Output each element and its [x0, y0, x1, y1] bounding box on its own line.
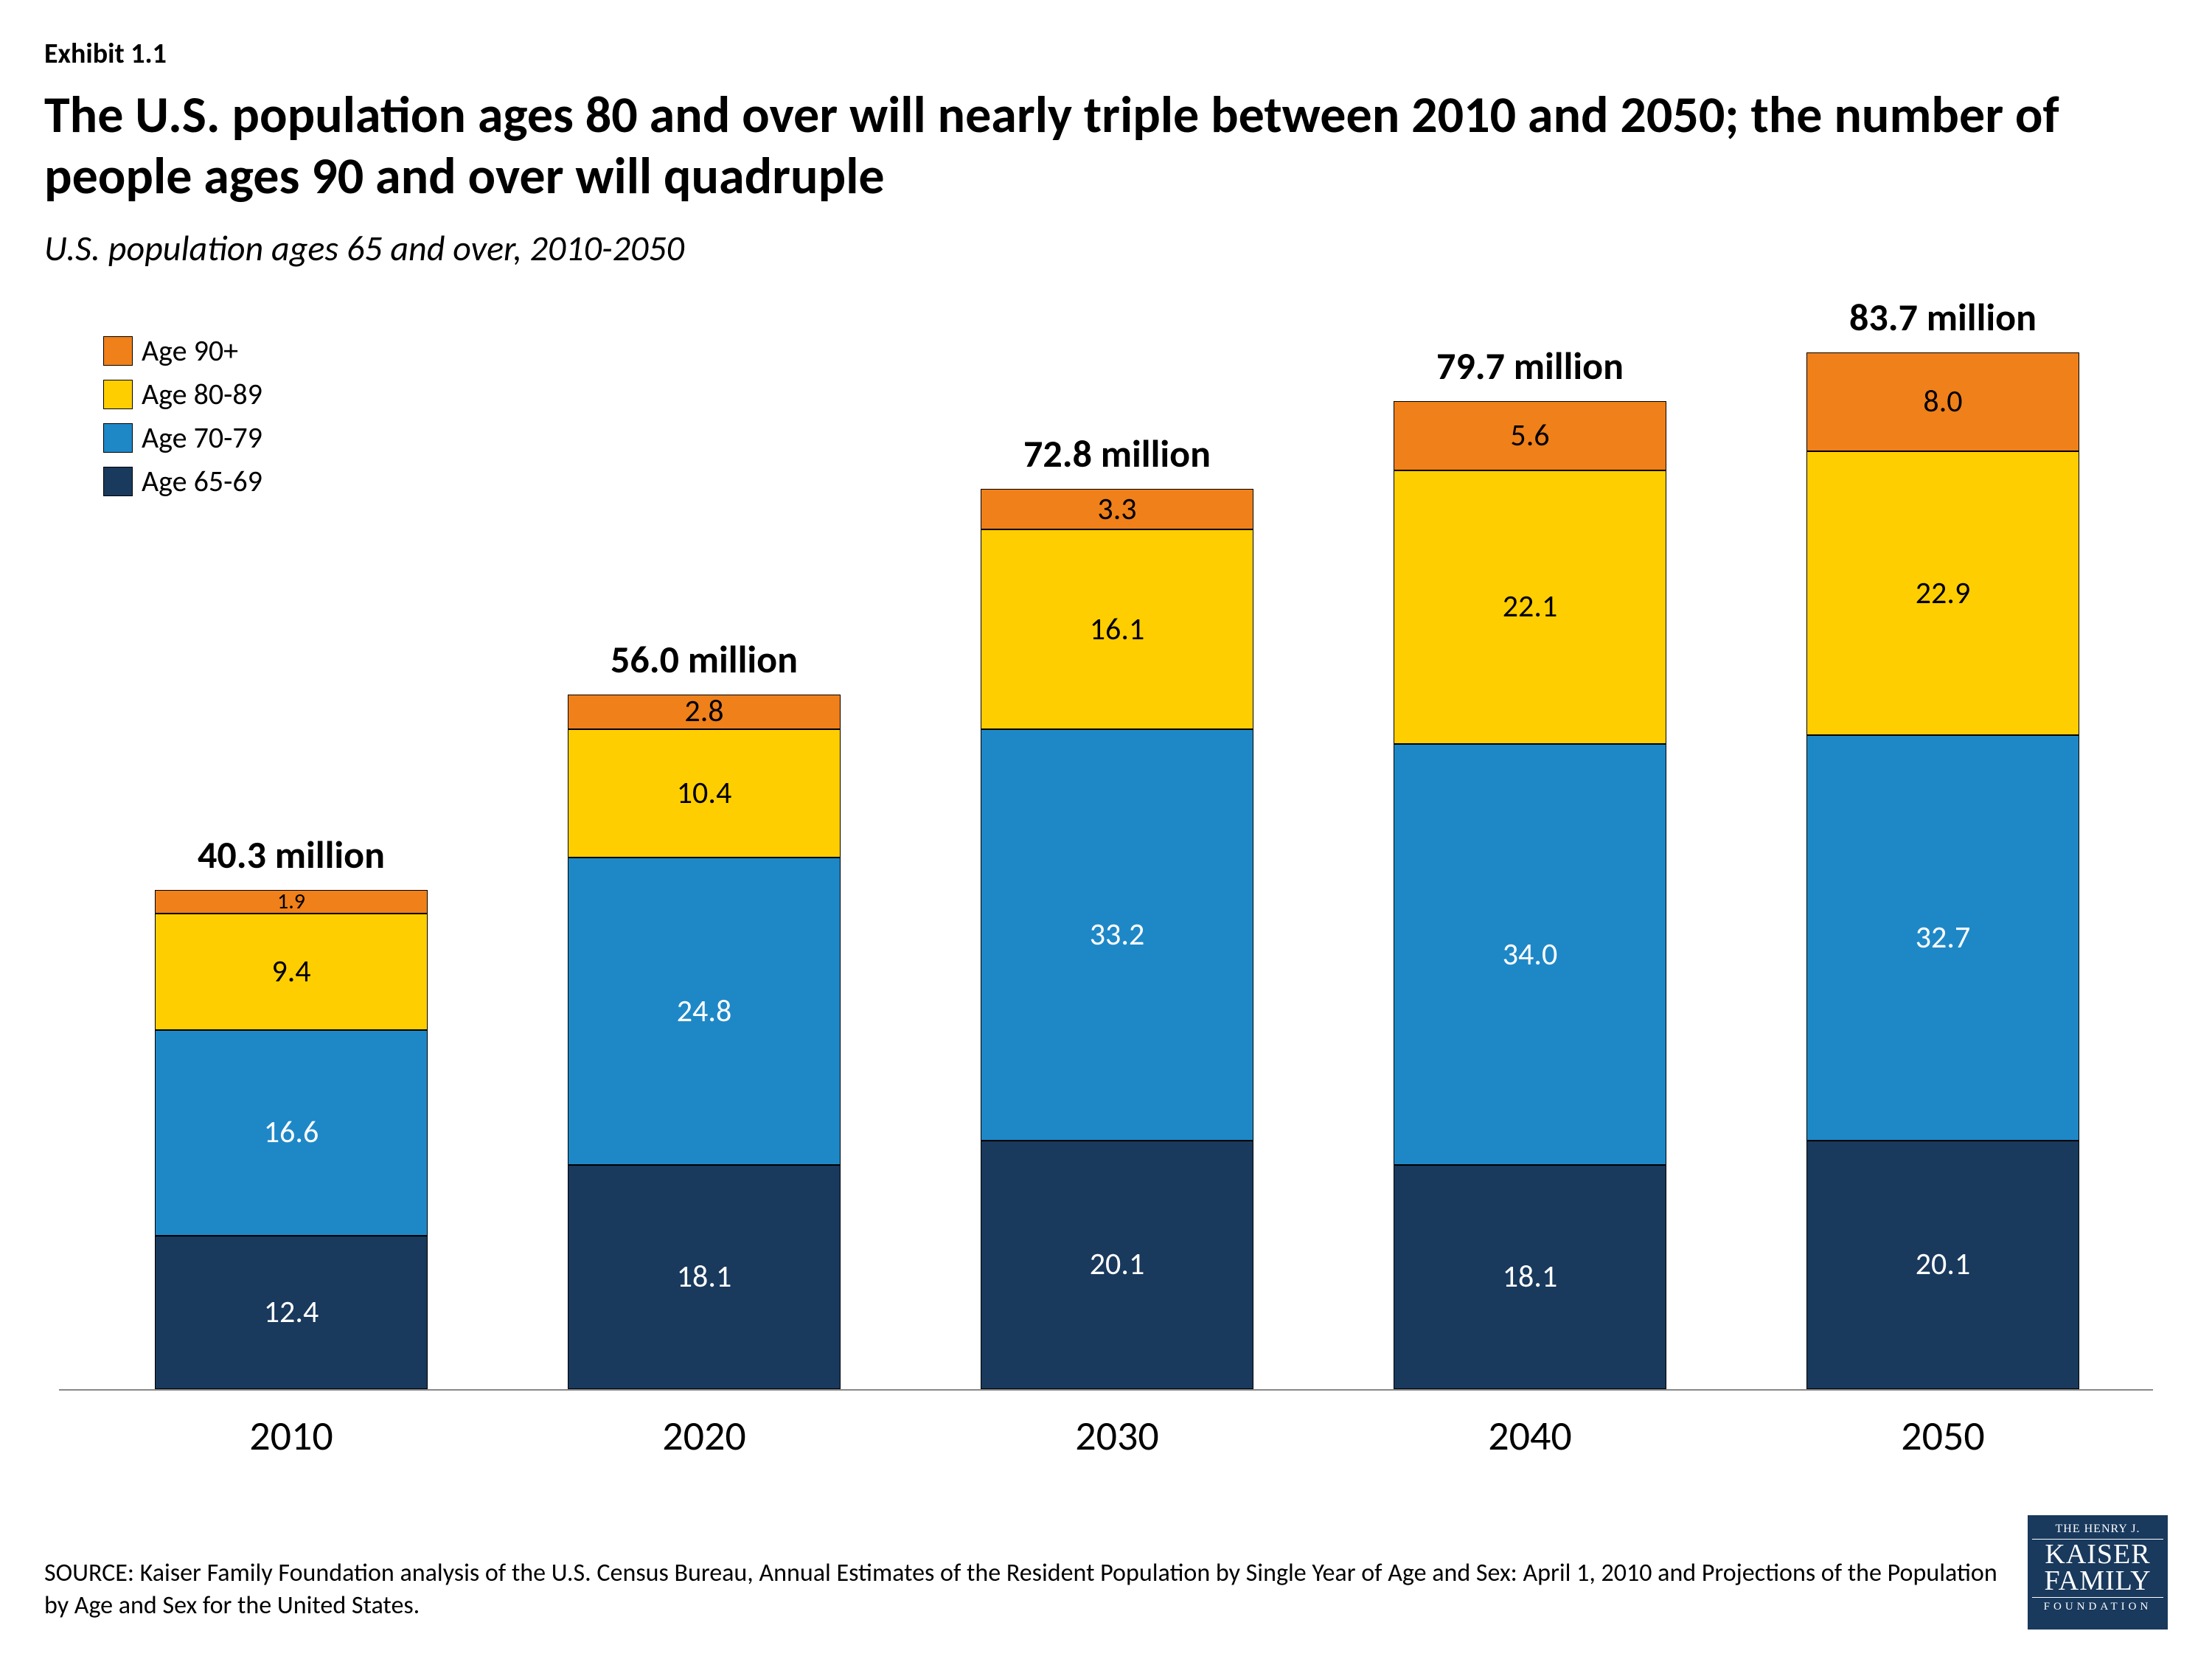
bar-group: 79.7 million 18.1 34.0 22.1 5.6	[1394, 342, 1666, 1390]
bar-segment-label: 20.1	[1916, 1249, 1970, 1280]
logo-line1: KAISER	[2032, 1541, 2163, 1568]
chart-plot: 40.3 million 12.4 16.6 9.4 1.9 56.0 million 18…	[59, 277, 2153, 1391]
bar-stack: 18.1 24.8 10.4 2.8	[568, 695, 841, 1389]
bar-segment-label: 8.0	[1923, 386, 1962, 417]
bar-total-label: 40.3 million	[155, 831, 428, 878]
bar-segment-label: 16.6	[264, 1117, 319, 1148]
x-axis: 2010 2020 2030 2040 2050	[59, 1398, 2153, 1472]
bar-segment-age-70-79: 16.6	[155, 1030, 428, 1236]
bar-group: 40.3 million 12.4 16.6 9.4 1.9	[155, 831, 428, 1389]
bar-segment-age-90-plus: 3.3	[981, 489, 1253, 529]
legend-label: Age 70-79	[142, 420, 262, 456]
logo-top-text: THE HENRY J.	[2032, 1523, 2163, 1540]
bar-segment-label: 18.1	[677, 1262, 731, 1293]
bar-segment-age-90-plus: 2.8	[568, 695, 841, 729]
bar-segment-label: 10.4	[677, 778, 731, 809]
bar-group: 83.7 million 20.1 32.7 22.9 8.0	[1806, 293, 2079, 1389]
legend-item: Age 90+	[103, 333, 262, 369]
bar-segment-age-65-69: 20.1	[981, 1141, 1253, 1390]
bar-segment-label: 16.1	[1090, 614, 1144, 645]
bar-segment-age-70-79: 32.7	[1806, 735, 2079, 1140]
bar-segment-age-70-79: 24.8	[568, 858, 841, 1165]
bar-segment-label: 33.2	[1090, 919, 1144, 950]
logo-bottom-text: FOUNDATION	[2032, 1597, 2163, 1613]
bar-segment-age-65-69: 20.1	[1806, 1141, 2079, 1390]
bar-segment-age-80-89: 9.4	[155, 914, 428, 1030]
legend-swatch	[103, 336, 133, 366]
bar-segment-age-70-79: 33.2	[981, 729, 1253, 1141]
x-axis-label: 2050	[1806, 1411, 2079, 1461]
bar-segment-label: 12.4	[264, 1297, 319, 1328]
source-text: SOURCE: Kaiser Family Foundation analysi…	[44, 1557, 2006, 1622]
bar-segment-label: 2.8	[684, 696, 723, 727]
bar-segment-age-80-89: 22.1	[1394, 470, 1666, 744]
legend-label: Age 90+	[142, 333, 238, 369]
bar-segment-age-80-89: 22.9	[1806, 451, 2079, 735]
bar-stack: 20.1 32.7 22.9 8.0	[1806, 352, 2079, 1389]
bar-segment-age-80-89: 10.4	[568, 729, 841, 858]
bar-segment-age-90-plus: 5.6	[1394, 401, 1666, 470]
bar-stack: 20.1 33.2 16.1 3.3	[981, 489, 1253, 1389]
bar-stack: 18.1 34.0 22.1 5.6	[1394, 401, 1666, 1390]
bar-segment-label: 32.7	[1916, 922, 1970, 953]
bar-segment-label: 22.9	[1916, 578, 1970, 609]
page-title: The U.S. population ages 80 and over wil…	[44, 84, 2168, 206]
bar-segment-age-70-79: 34.0	[1394, 744, 1666, 1165]
bar-segment-age-90-plus: 1.9	[155, 890, 428, 914]
bar-segment-age-80-89: 16.1	[981, 529, 1253, 728]
bar-segment-age-65-69: 18.1	[1394, 1165, 1666, 1389]
legend-label: Age 65-69	[142, 463, 262, 499]
x-axis-label: 2010	[155, 1411, 428, 1461]
bar-segment-label: 34.0	[1503, 939, 1557, 970]
chart-area: Age 90+ Age 80-89 Age 70-79 Age 65-69 40.3 …	[44, 277, 2168, 1472]
chart-legend: Age 90+ Age 80-89 Age 70-79 Age 65-69	[103, 333, 262, 507]
logo-main-text: KAISER FAMILY	[2032, 1541, 2163, 1594]
logo-line2: FAMILY	[2032, 1568, 2163, 1594]
bar-total-label: 72.8 million	[981, 430, 1253, 477]
legend-item: Age 65-69	[103, 463, 262, 499]
bar-total-label: 56.0 million	[568, 636, 841, 683]
bar-segment-label: 18.1	[1503, 1262, 1557, 1293]
bar-segment-label: 24.8	[677, 996, 731, 1027]
x-axis-label: 2020	[568, 1411, 841, 1461]
bar-group: 56.0 million 18.1 24.8 10.4 2.8	[568, 636, 841, 1389]
legend-label: Age 80-89	[142, 376, 262, 412]
bar-segment-age-65-69: 12.4	[155, 1236, 428, 1389]
bar-stack: 12.4 16.6 9.4 1.9	[155, 890, 428, 1389]
bar-segment-label: 20.1	[1090, 1249, 1144, 1280]
bar-segment-age-90-plus: 8.0	[1806, 352, 2079, 451]
legend-swatch	[103, 380, 133, 409]
bar-total-label: 83.7 million	[1806, 293, 2079, 341]
legend-item: Age 80-89	[103, 376, 262, 412]
bar-segment-label: 1.9	[277, 891, 305, 913]
kaiser-logo: THE HENRY J. KAISER FAMILY FOUNDATION	[2028, 1515, 2168, 1630]
x-axis-label: 2040	[1394, 1411, 1666, 1461]
exhibit-label: Exhibit 1.1	[44, 37, 2168, 71]
chart-subtitle: U.S. population ages 65 and over, 2010-2…	[44, 226, 2168, 270]
legend-item: Age 70-79	[103, 420, 262, 456]
bar-segment-label: 22.1	[1503, 591, 1557, 622]
x-axis-label: 2030	[981, 1411, 1253, 1461]
bar-segment-label: 3.3	[1097, 494, 1136, 525]
bar-segment-label: 9.4	[271, 956, 310, 987]
legend-swatch	[103, 467, 133, 496]
legend-swatch	[103, 423, 133, 453]
bar-group: 72.8 million 20.1 33.2 16.1 3.3	[981, 430, 1253, 1389]
bar-total-label: 79.7 million	[1394, 342, 1666, 389]
bar-segment-age-65-69: 18.1	[568, 1165, 841, 1389]
bar-segment-label: 5.6	[1510, 420, 1549, 451]
